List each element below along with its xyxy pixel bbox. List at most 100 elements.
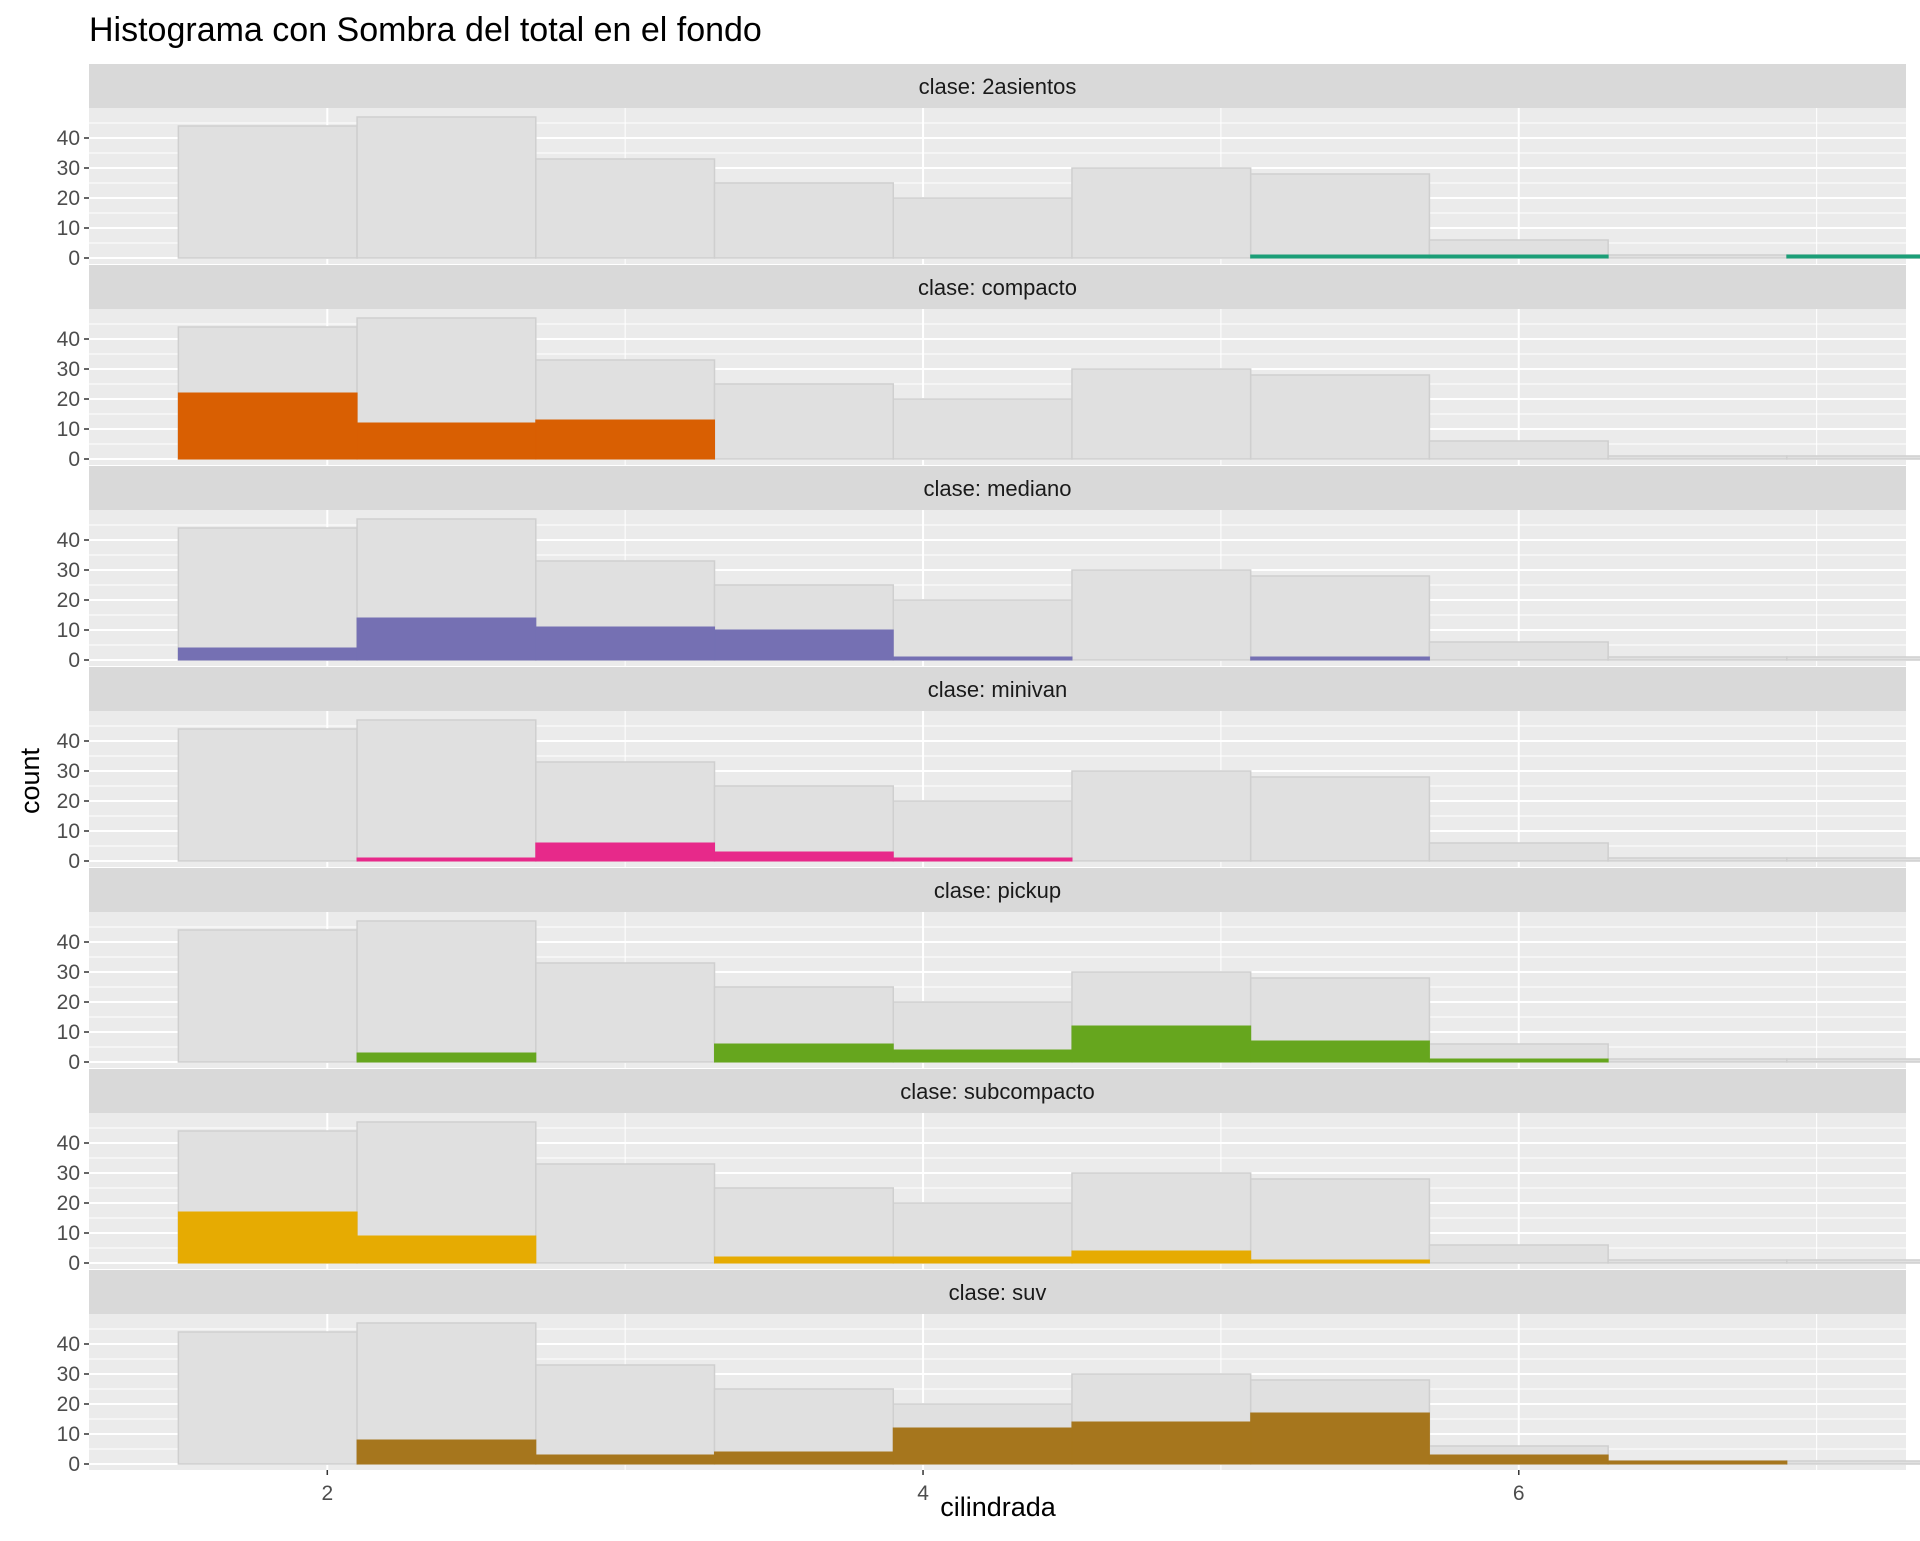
y-tick-label: 10 bbox=[57, 1222, 80, 1245]
background-total-bar bbox=[1786, 1460, 1920, 1465]
x-tick-label: 4 bbox=[917, 1482, 929, 1505]
y-tick-label: 20 bbox=[57, 388, 80, 411]
background-total-bar bbox=[177, 1331, 358, 1465]
class-bar bbox=[356, 857, 537, 862]
background-total-bar bbox=[177, 929, 358, 1063]
class-bar bbox=[1607, 1460, 1788, 1465]
y-tick-label: 40 bbox=[57, 1333, 80, 1356]
class-bar bbox=[1250, 1412, 1430, 1465]
background-total-bar bbox=[1249, 575, 1431, 661]
class-bar bbox=[1428, 1058, 1609, 1063]
facet-strip bbox=[89, 466, 1906, 510]
background-total-bar bbox=[1071, 1172, 1252, 1264]
class-bar bbox=[1786, 254, 1920, 259]
y-tick-label: 30 bbox=[57, 1162, 80, 1185]
class-bar bbox=[356, 1235, 537, 1264]
y-tick-label: 0 bbox=[68, 1453, 80, 1476]
y-tick-label: 10 bbox=[57, 619, 80, 642]
background-total-bar bbox=[535, 1364, 716, 1465]
class-bar bbox=[714, 851, 894, 862]
facet-panel: clase: pickup 0 10 20 30 40 bbox=[57, 868, 1920, 1074]
background-total-bar bbox=[177, 527, 358, 661]
class-bar bbox=[892, 1427, 1073, 1465]
background-total-bar bbox=[1071, 368, 1252, 460]
y-tick-label: 40 bbox=[57, 127, 80, 150]
background-total-bar bbox=[1071, 167, 1252, 259]
class-bar bbox=[1250, 254, 1430, 259]
y-tick-label: 40 bbox=[57, 328, 80, 351]
background-total-bar bbox=[892, 800, 1073, 862]
y-tick-label: 30 bbox=[57, 760, 80, 783]
background-total-bar bbox=[1071, 569, 1252, 661]
background-total-bar bbox=[1786, 857, 1920, 862]
y-tick-label: 0 bbox=[68, 850, 80, 873]
facet-strip-label: clase: 2asientos bbox=[919, 74, 1077, 99]
class-bar bbox=[1071, 1025, 1252, 1063]
class-bar bbox=[356, 617, 537, 661]
y-tick-label: 30 bbox=[57, 559, 80, 582]
class-bar bbox=[535, 626, 716, 661]
y-tick-label: 20 bbox=[57, 790, 80, 813]
class-bar bbox=[1250, 1040, 1430, 1063]
facet-strip bbox=[89, 265, 1906, 309]
class-bar bbox=[177, 647, 358, 661]
background-total-bar bbox=[535, 158, 716, 259]
background-total-bar bbox=[356, 116, 537, 259]
background-total-bar bbox=[1249, 776, 1431, 862]
background-total-bar bbox=[1071, 770, 1252, 862]
y-tick-label: 10 bbox=[57, 1423, 80, 1446]
class-bar bbox=[177, 392, 358, 460]
class-bar bbox=[1071, 1421, 1252, 1465]
background-total-bar bbox=[1786, 1259, 1920, 1264]
background-total-bar bbox=[713, 785, 894, 862]
class-bar bbox=[177, 1211, 358, 1264]
class-bar bbox=[892, 1256, 1073, 1264]
background-total-bar bbox=[1428, 1244, 1609, 1264]
background-total-bar bbox=[892, 398, 1073, 460]
background-total-bar bbox=[892, 599, 1073, 661]
class-bar bbox=[356, 422, 537, 460]
y-tick-label: 0 bbox=[68, 247, 80, 270]
y-tick-label: 20 bbox=[57, 1393, 80, 1416]
facet-strip bbox=[89, 868, 1906, 912]
x-tick-label: 6 bbox=[1513, 1482, 1525, 1505]
facet-panel: clase: suv 0 10 20 30 40 bbox=[57, 1270, 1920, 1476]
class-bar bbox=[892, 857, 1073, 862]
background-total-bar bbox=[713, 182, 894, 259]
y-tick-label: 20 bbox=[57, 589, 80, 612]
background-total-bar bbox=[1249, 173, 1431, 259]
facet-panel: clase: subcompacto 0 10 20 30 40 bbox=[57, 1069, 1920, 1275]
facet-strip-label: clase: subcompacto bbox=[900, 1079, 1094, 1104]
y-tick-label: 30 bbox=[57, 157, 80, 180]
background-total-bar bbox=[535, 962, 716, 1063]
facet-strip-label: clase: minivan bbox=[928, 677, 1067, 702]
class-bar bbox=[535, 842, 716, 862]
y-tick-label: 40 bbox=[57, 730, 80, 753]
class-bar bbox=[892, 1049, 1073, 1063]
background-total-bar bbox=[1786, 455, 1920, 460]
facet-strip bbox=[89, 1069, 1906, 1113]
facet-strip-label: clase: suv bbox=[949, 1280, 1047, 1305]
class-bar bbox=[1250, 656, 1430, 661]
class-bar bbox=[1428, 1454, 1609, 1465]
class-bar bbox=[356, 1052, 537, 1063]
y-tick-label: 20 bbox=[57, 1192, 80, 1215]
background-total-bar bbox=[1607, 656, 1788, 661]
background-total-bar bbox=[1428, 440, 1609, 460]
background-total-bar bbox=[892, 1202, 1073, 1264]
facet-panel: clase: minivan 0 10 20 30 40 bbox=[57, 667, 1920, 873]
background-total-bar bbox=[1786, 1058, 1920, 1063]
y-tick-label: 40 bbox=[57, 1132, 80, 1155]
class-bar bbox=[892, 656, 1073, 661]
class-bar bbox=[1428, 254, 1609, 259]
y-tick-label: 20 bbox=[57, 991, 80, 1014]
y-tick-label: 10 bbox=[57, 217, 80, 240]
class-bar bbox=[535, 419, 716, 460]
y-tick-label: 20 bbox=[57, 187, 80, 210]
x-axis-title: cilindrada bbox=[940, 1492, 1057, 1522]
background-total-bar bbox=[356, 719, 537, 862]
background-total-bar bbox=[177, 728, 358, 862]
background-total-bar bbox=[1607, 455, 1788, 460]
